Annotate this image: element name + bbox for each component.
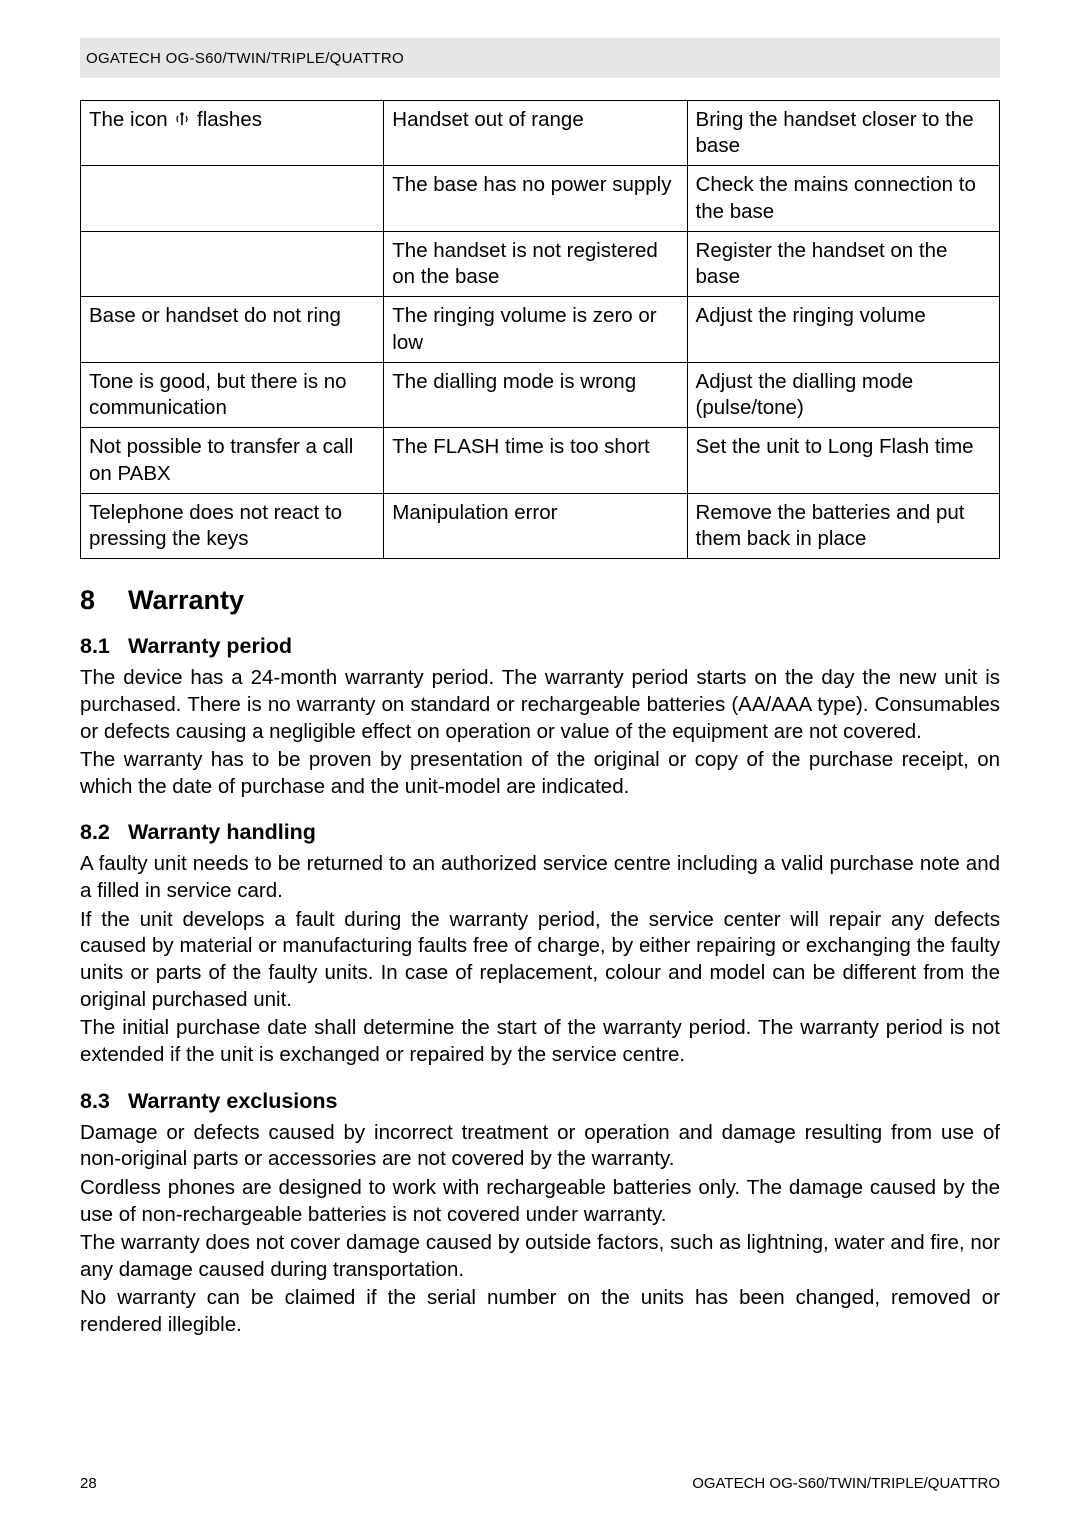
paragraph-block: A faulty unit needs to be returned to an… — [80, 851, 1000, 1068]
subsection-heading: 8.2Warranty handling — [80, 820, 1000, 845]
cell-solution: Register the handset on the base — [687, 231, 999, 296]
subsection-heading: 8.3Warranty exclusions — [80, 1089, 1000, 1114]
subsection-number: 8.1 — [80, 634, 128, 659]
cell-cause: The base has no power supply — [384, 166, 687, 231]
footer: 28 OGATECH OG-S60/TWIN/TRIPLE/QUATTRO — [80, 1475, 1000, 1492]
footer-product: OGATECH OG-S60/TWIN/TRIPLE/QUATTRO — [692, 1475, 1000, 1492]
cell-symptom — [81, 166, 384, 231]
cell-solution: Adjust the ringing volume — [687, 297, 999, 362]
cell-cause: Handset out of range — [384, 101, 687, 166]
paragraph-block: The device has a 24-month warranty perio… — [80, 665, 1000, 800]
cell-cause: The handset is not registered on the bas… — [384, 231, 687, 296]
body-text: The device has a 24-month warranty perio… — [80, 665, 1000, 745]
header-bar: OGATECH OG-S60/TWIN/TRIPLE/QUATTRO — [80, 38, 1000, 78]
body-text: Cordless phones are designed to work wit… — [80, 1175, 1000, 1228]
cell-symptom: Tone is good, but there is no communicat… — [81, 362, 384, 427]
paragraph-block: Damage or defects caused by incorrect tr… — [80, 1120, 1000, 1339]
cell-symptom: Not possible to transfer a call on PABX — [81, 428, 384, 493]
table-row: Base or handset do not ring The ringing … — [81, 297, 1000, 362]
table-row: Tone is good, but there is no communicat… — [81, 362, 1000, 427]
section-title: Warranty — [128, 585, 244, 615]
subsection-heading: 8.1Warranty period — [80, 634, 1000, 659]
cell-symptom: The icon flashes — [81, 101, 384, 166]
table-row: The base has no power supply Check the m… — [81, 166, 1000, 231]
cell-symptom — [81, 231, 384, 296]
table-row: Not possible to transfer a call on PABX … — [81, 428, 1000, 493]
cell-solution: Adjust the dialling mode (pulse/tone) — [687, 362, 999, 427]
cell-cause: The dialling mode is wrong — [384, 362, 687, 427]
body-text: The initial purchase date shall determin… — [80, 1015, 1000, 1068]
cell-cause: The ringing volume is zero or low — [384, 297, 687, 362]
page-number: 28 — [80, 1475, 97, 1492]
section-heading: 8Warranty — [80, 585, 1000, 616]
cell-symptom: Telephone does not react to pressing the… — [81, 493, 384, 558]
signal-icon — [175, 111, 189, 127]
table-row: The handset is not registered on the bas… — [81, 231, 1000, 296]
table-row: Telephone does not react to pressing the… — [81, 493, 1000, 558]
subsection-title: Warranty period — [128, 634, 292, 658]
section-number: 8 — [80, 585, 128, 616]
subsection-title: Warranty exclusions — [128, 1089, 338, 1113]
table-row: The icon flashes Handset out of range Br… — [81, 101, 1000, 166]
body-text: The warranty has to be proven by present… — [80, 747, 1000, 800]
cell-solution: Remove the batteries and put them back i… — [687, 493, 999, 558]
body-text: The warranty does not cover damage cause… — [80, 1230, 1000, 1283]
body-text: Damage or defects caused by incorrect tr… — [80, 1120, 1000, 1173]
cell-cause: The FLASH time is too short — [384, 428, 687, 493]
body-text: No warranty can be claimed if the serial… — [80, 1285, 1000, 1338]
cell-cause: Manipulation error — [384, 493, 687, 558]
header-product: OGATECH OG-S60/TWIN/TRIPLE/QUATTRO — [86, 50, 404, 67]
subsection-number: 8.2 — [80, 820, 128, 845]
cell-solution: Set the unit to Long Flash time — [687, 428, 999, 493]
subsection-title: Warranty handling — [128, 820, 316, 844]
body-text: A faulty unit needs to be returned to an… — [80, 851, 1000, 904]
troubleshooting-table: The icon flashes Handset out of range Br… — [80, 100, 1000, 559]
subsection-number: 8.3 — [80, 1089, 128, 1114]
cell-solution: Bring the handset closer to the base — [687, 101, 999, 166]
cell-solution: Check the mains connection to the base — [687, 166, 999, 231]
cell-symptom: Base or handset do not ring — [81, 297, 384, 362]
body-text: If the unit develops a fault during the … — [80, 907, 1000, 1014]
page: OGATECH OG-S60/TWIN/TRIPLE/QUATTRO The i… — [0, 0, 1080, 1532]
